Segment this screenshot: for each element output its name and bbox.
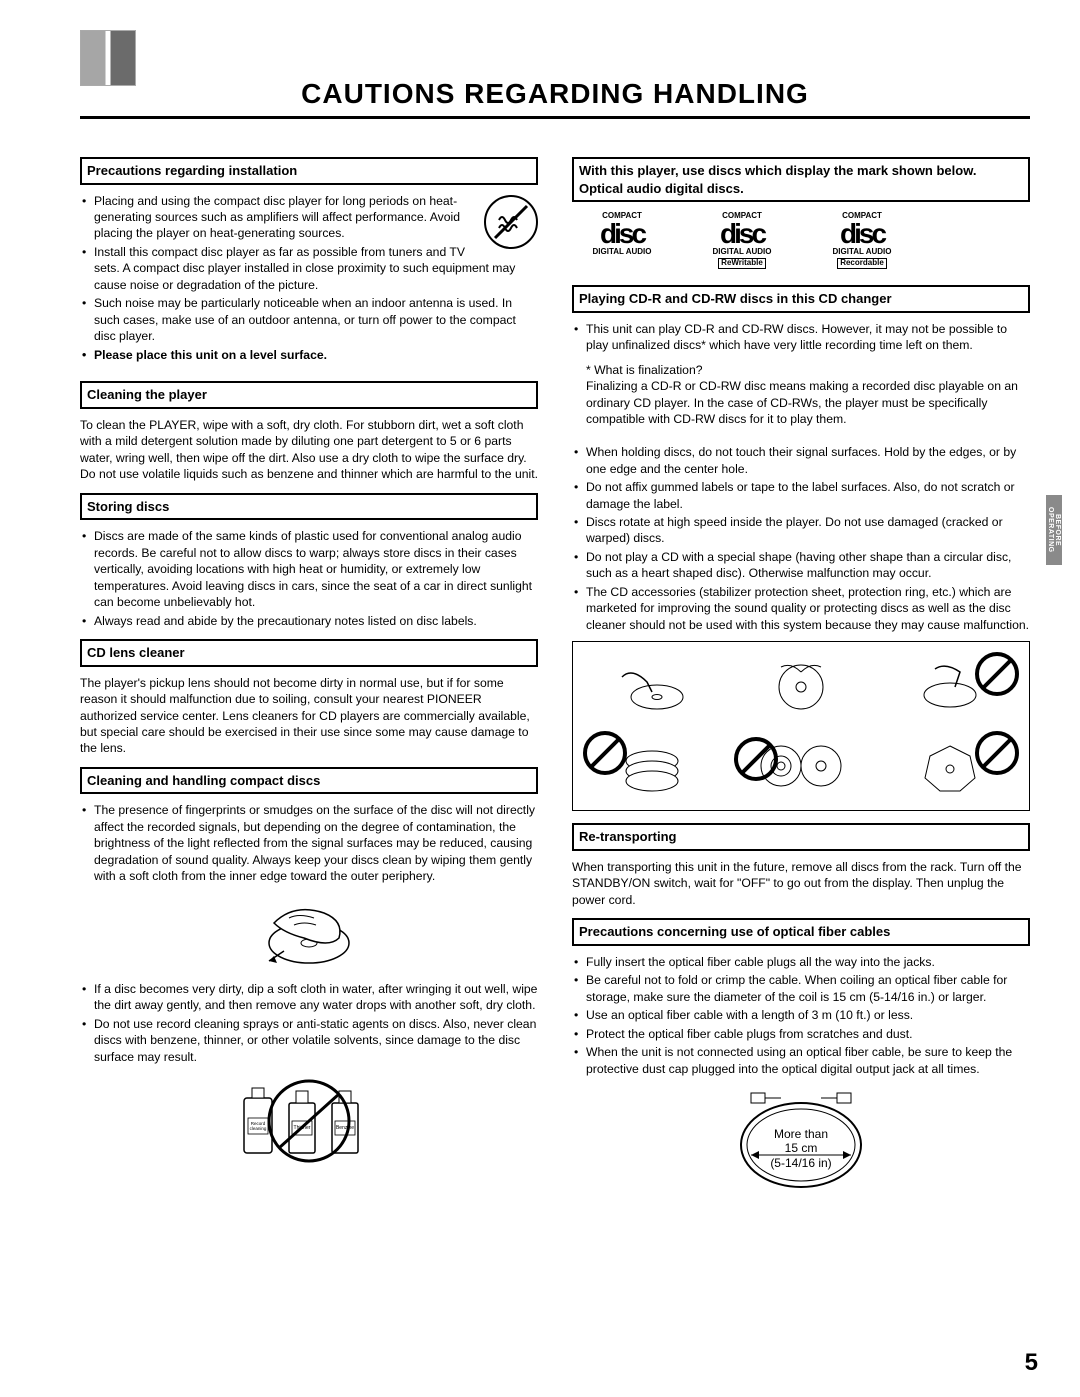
list-item: Do not affix gummed labels or tape to th… <box>572 479 1030 512</box>
disc-logos-row: COMPACT disc DIGITAL AUDIO COMPACT disc … <box>572 212 1030 269</box>
heading-optical-fiber: Precautions concerning use of optical fi… <box>572 918 1030 946</box>
list-item: Discs are made of the same kinds of plas… <box>80 528 538 610</box>
handling-hold-edge-icon <box>581 650 724 723</box>
bottles-illustration: Record cleaning Thinner Benzine <box>80 1073 538 1163</box>
logo-digital-audio: DIGITAL AUDIO <box>812 248 912 257</box>
list-item: Fully insert the optical fiber cable plu… <box>572 954 1030 970</box>
coil-label-2: 15 cm <box>785 1141 818 1155</box>
coil-label-3: (5-14/16 in) <box>770 1156 831 1170</box>
logo-disc: disc <box>812 219 912 250</box>
list-item: This unit can play CD-R and CD-RW discs.… <box>572 321 1030 354</box>
list-item: Protect the optical fiber cable plugs fr… <box>572 1026 1030 1042</box>
list-item: Install this compact disc player as far … <box>80 244 538 293</box>
wipe-disc-illustration <box>80 893 538 973</box>
logo-digital-audio: DIGITAL AUDIO <box>692 248 792 257</box>
heading-cleaning-handling-discs: Cleaning and handling compact discs <box>80 767 538 795</box>
list-item: Placing and using the compact disc playe… <box>80 193 538 242</box>
coil-label-1: More than <box>774 1127 828 1141</box>
para-cd-lens-cleaner: The player's pickup lens should not beco… <box>80 675 538 757</box>
list-optical-fiber: Fully insert the optical fiber cable plu… <box>572 954 1030 1077</box>
handling-hold-center-icon <box>730 650 873 723</box>
side-tab: BEFORE OPERATING <box>1046 495 1062 565</box>
list-item: The presence of fingerprints or smudges … <box>80 802 538 884</box>
disc-handling-grid <box>572 641 1030 811</box>
list-item: Such noise may be particularly noticeabl… <box>80 295 538 344</box>
logo-recordable: Recordable <box>837 258 887 269</box>
list-playing-cdr-2: When holding discs, do not touch their s… <box>572 444 1030 633</box>
content-columns: Precautions regarding installation Placi… <box>80 147 1030 1203</box>
list-cleaning-handling-2: If a disc becomes very dirty, dip a soft… <box>80 981 538 1065</box>
list-item: Do not play a CD with a special shape (h… <box>572 549 1030 582</box>
para-cleaning-player: To clean the PLAYER, wipe with a soft, d… <box>80 417 538 483</box>
handling-no-ring-icon <box>730 729 873 802</box>
compact-disc-r-logo: COMPACT disc DIGITAL AUDIO Recordable <box>812 212 912 269</box>
svg-text:cleaning: cleaning <box>250 1126 267 1131</box>
note-answer: Finalizing a CD-R or CD-RW disc means ma… <box>586 378 1030 427</box>
heading-disc-mark: With this player, use discs which displa… <box>572 157 1030 202</box>
logo-disc: disc <box>692 219 792 250</box>
heading-cleaning-player: Cleaning the player <box>80 381 538 409</box>
list-item: The CD accessories (stabilizer protectio… <box>572 584 1030 633</box>
heading-playing-cdr: Playing CD-R and CD-RW discs in this CD … <box>572 285 1030 313</box>
list-item: Use an optical fiber cable with a length… <box>572 1007 1030 1023</box>
svg-text:Benzine: Benzine <box>336 1125 354 1131</box>
heading-storing-discs: Storing discs <box>80 493 538 521</box>
logo-digital-audio: DIGITAL AUDIO <box>572 248 672 257</box>
list-item: If a disc becomes very dirty, dip a soft… <box>80 981 538 1014</box>
page-title: CAUTIONS REGARDING HANDLING <box>80 30 1030 119</box>
compact-disc-rw-logo: COMPACT disc DIGITAL AUDIO ReWritable <box>692 212 792 269</box>
list-item: Always read and abide by the precautiona… <box>80 613 538 629</box>
coil-illustration: More than 15 cm (5-14/16 in) <box>572 1085 1030 1195</box>
compact-disc-logo: COMPACT disc DIGITAL AUDIO <box>572 212 672 269</box>
coil-label: More than 15 cm (5-14/16 in) <box>770 1127 831 1170</box>
heading-cd-lens-cleaner: CD lens cleaner <box>80 639 538 667</box>
header-logo-block <box>80 30 136 86</box>
list-cleaning-handling: The presence of fingerprints or smudges … <box>80 802 538 884</box>
list-item: When the unit is not connected using an … <box>572 1044 1030 1077</box>
logo-disc: disc <box>572 219 672 250</box>
left-column: Precautions regarding installation Placi… <box>80 147 538 1203</box>
list-item: Discs rotate at high speed inside the pl… <box>572 514 1030 547</box>
para-retransporting: When transporting this unit in the futur… <box>572 859 1030 908</box>
list-precautions-installation: Placing and using the compact disc playe… <box>80 193 538 364</box>
right-column: With this player, use discs which displa… <box>572 147 1030 1203</box>
list-storing-discs: Discs are made of the same kinds of plas… <box>80 528 538 629</box>
list-item: Do not use record cleaning sprays or ant… <box>80 1016 538 1065</box>
list-item: When holding discs, do not touch their s… <box>572 444 1030 477</box>
handling-no-touch-surface-icon <box>878 650 1021 723</box>
handling-no-stack-icon <box>581 729 724 802</box>
note-question: * What is finalization? <box>586 362 1030 378</box>
list-item: Be careful not to fold or crimp the cabl… <box>572 972 1030 1005</box>
heading-precautions-installation: Precautions regarding installation <box>80 157 538 185</box>
handling-no-shape-icon <box>878 729 1021 802</box>
finalization-note: * What is finalization? Finalizing a CD-… <box>572 362 1030 428</box>
logo-rewritable: ReWritable <box>718 258 766 269</box>
page-number: 5 <box>1025 1349 1038 1377</box>
list-playing-cdr-1: This unit can play CD-R and CD-RW discs.… <box>572 321 1030 354</box>
list-item: Please place this unit on a level surfac… <box>80 347 538 363</box>
heading-retransporting: Re-transporting <box>572 823 1030 851</box>
